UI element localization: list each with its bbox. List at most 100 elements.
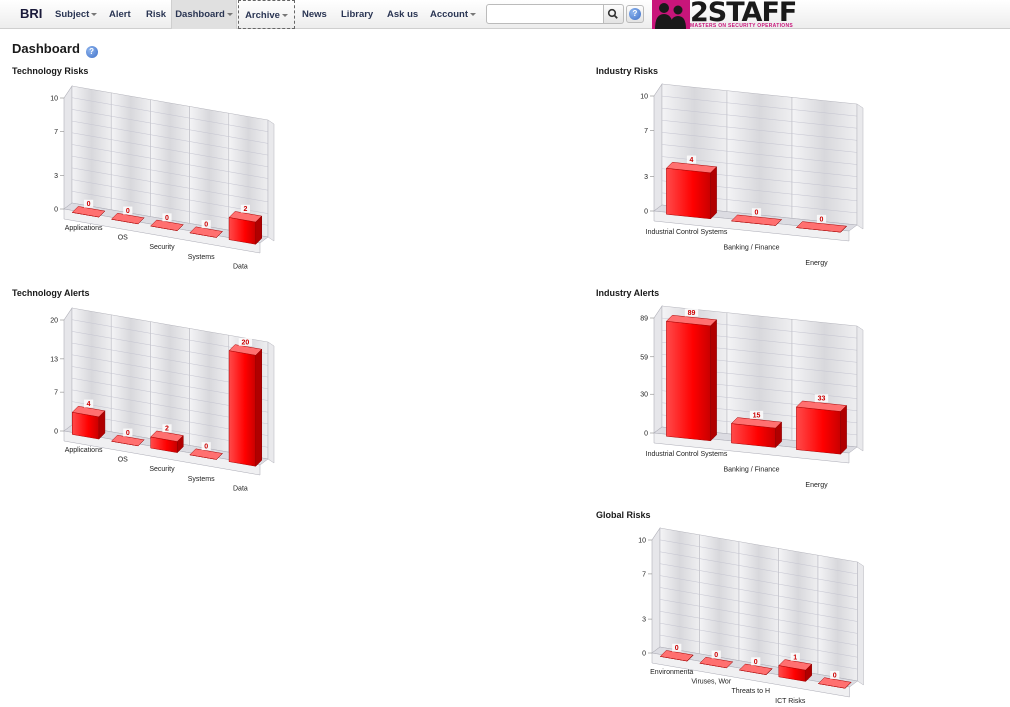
y-tick-label: 89 — [640, 316, 648, 323]
category-label: Banking / Finance — [723, 467, 779, 474]
nav-archive[interactable]: Archive — [238, 0, 295, 29]
chart-floor-base — [653, 432, 850, 464]
chart-gridline — [71, 155, 269, 191]
data-label: 33 — [818, 396, 826, 403]
nav-dashboard[interactable]: Dashboard — [171, 0, 237, 29]
data-label: 0 — [204, 222, 208, 229]
category-label: Systems — [188, 476, 215, 483]
category-label: ICT Risks — [775, 698, 806, 705]
nav-news[interactable]: News — [302, 0, 327, 29]
page-title-text: Dashboard — [12, 41, 80, 56]
y-tick-label: 30 — [640, 392, 648, 399]
section-title-technology-risks: Technology Risks — [12, 66, 89, 76]
data-label-bg — [686, 155, 697, 164]
category-label: Energy — [805, 260, 828, 267]
chart-end-cap — [267, 341, 275, 464]
help-button[interactable]: ? — [626, 5, 644, 23]
data-label-bg — [751, 208, 762, 217]
chart-end-cap — [857, 561, 864, 686]
y-tick-label: 0 — [644, 431, 648, 438]
chevron-down-icon — [226, 12, 233, 16]
search-button[interactable] — [604, 4, 624, 24]
logo-tagline: MASTERS ON SECURITY OPERATIONS — [690, 23, 793, 29]
category-label: Security — [149, 244, 175, 251]
help-icon[interactable]: ? — [85, 46, 98, 58]
search-input[interactable] — [486, 4, 604, 24]
brand-link[interactable]: BRI — [20, 6, 43, 21]
nav-archive-label: Archive — [245, 10, 280, 21]
nav-account[interactable]: Account — [430, 0, 476, 29]
bar-side — [177, 224, 184, 231]
section-title-technology-alerts: Technology Alerts — [12, 288, 90, 298]
data-label-bg — [240, 204, 250, 213]
y-tick-label: 20 — [50, 318, 58, 325]
chevron-down-icon — [281, 13, 288, 17]
bar-side — [255, 348, 262, 467]
y-tick-label: 59 — [640, 354, 648, 361]
nav-subject[interactable]: Subject — [55, 0, 98, 29]
chart-end-cap — [267, 119, 275, 242]
chart-gridline — [661, 120, 858, 141]
bar-side — [137, 217, 145, 225]
search-icon — [607, 8, 618, 19]
nav-news-label: News — [302, 9, 327, 20]
nav-subject-label: Subject — [55, 9, 90, 20]
bar-side — [845, 682, 852, 689]
chart-gridline — [71, 109, 269, 144]
y-tick-label: 0 — [54, 207, 58, 214]
nav-risk[interactable]: Risk — [146, 0, 166, 29]
data-label: 2 — [243, 206, 247, 213]
chart-gridline — [661, 144, 858, 165]
data-label: 0 — [87, 201, 91, 208]
bar-side — [710, 166, 717, 220]
chart-gridline — [659, 599, 858, 634]
nav-ask-us[interactable]: Ask us — [387, 0, 418, 29]
chart-gridline — [659, 622, 858, 658]
category-label: Systems — [188, 254, 215, 261]
category-label: Energy — [805, 482, 828, 489]
chart-gridline — [661, 95, 858, 117]
data-label: 4 — [690, 157, 694, 164]
data-label: 2 — [165, 426, 169, 433]
help-icon: ? — [629, 8, 641, 20]
data-label: 20 — [242, 339, 250, 346]
y-tick-label: 7 — [644, 128, 648, 135]
nav-alert[interactable]: Alert — [109, 0, 131, 29]
y-tick-label: 7 — [54, 390, 58, 397]
data-label: 0 — [714, 652, 718, 659]
chart-gridline — [71, 167, 269, 203]
bar-side — [726, 661, 733, 669]
data-label-bg — [711, 650, 721, 659]
data-label-bg — [123, 428, 133, 437]
section-title-industry-alerts: Industry Alerts — [596, 288, 660, 298]
chart-end-cap — [856, 325, 864, 452]
page-title: Dashboard ? — [12, 41, 98, 58]
chart-gridline — [659, 551, 858, 587]
bar-side — [98, 210, 106, 218]
nav-library[interactable]: Library — [341, 0, 373, 29]
chart-gridline — [71, 120, 269, 156]
data-label-bg — [684, 308, 699, 317]
data-label: 1 — [793, 654, 797, 661]
category-label: Data — [233, 263, 248, 270]
data-label: 0 — [204, 444, 208, 451]
y-tick-label: 10 — [640, 94, 648, 101]
data-label: 0 — [755, 210, 759, 217]
y-tick-label: 0 — [644, 209, 648, 216]
chart-side-wall — [651, 527, 661, 654]
bar-side — [98, 410, 106, 440]
chart-gridline — [71, 97, 269, 132]
category-label: Banking / Finance — [723, 245, 779, 252]
bar-side — [805, 663, 812, 683]
data-label-bg — [816, 214, 827, 223]
data-label: 0 — [820, 216, 824, 223]
data-label-bg — [238, 337, 253, 346]
nav-alert-label: Alert — [109, 9, 131, 20]
y-tick-label: 10 — [50, 96, 58, 103]
data-label-bg — [672, 643, 682, 652]
